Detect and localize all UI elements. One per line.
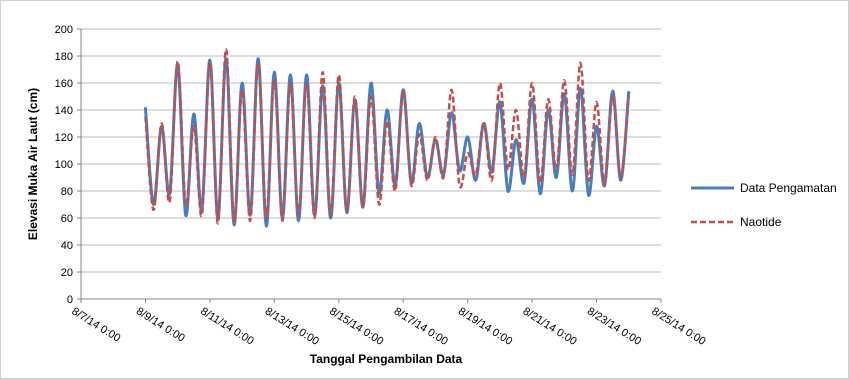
series-lines [143,48,631,228]
x-tick-labels: 8/7/14 0:00 8/9/14 0:00 8/11/14 0:00 8/13/1… [69,305,707,348]
x-tick-label: 8/21/14 0:00 [521,305,579,348]
y-tick-label: 100 [55,159,73,171]
y-tick-label: 200 [55,24,73,36]
y-tick-label: 60 [61,213,73,225]
x-tick-label: 8/7/14 0:00 [69,305,122,344]
y-tick-labels: 0 20 40 60 80 100 120 140 160 180 200 [55,24,73,306]
legend: Data Pengamatan Naotide [691,181,837,229]
series-line-2 [144,48,631,225]
y-tick-label: 160 [55,78,73,90]
legend-label-1: Data Pengamatan [740,181,837,195]
y-tick-label: 120 [55,132,73,144]
x-axis-title: Tanggal Pengambilan Data [310,352,463,366]
y-axis-title: Elevasi Muka Air Laut (cm) [26,88,40,240]
x-tick-label: 8/23/14 0:00 [585,305,643,348]
series-line-1 [143,57,631,228]
x-tick-label: 8/25/14 0:00 [649,305,707,348]
x-tick-label: 8/15/14 0:00 [327,305,385,348]
y-tick-label: 0 [67,294,73,306]
y-tick-label: 20 [61,267,73,279]
legend-label-2: Naotide [740,215,782,229]
x-tick-label: 8/9/14 0:00 [134,305,187,344]
x-tick-label: 8/13/14 0:00 [263,305,321,348]
x-tick-label: 8/11/14 0:00 [198,305,256,347]
y-tick-label: 140 [55,105,73,117]
x-tick-label: 8/17/14 0:00 [392,305,450,348]
y-tick-label: 180 [55,51,73,63]
y-tick-label: 80 [61,186,73,198]
x-tick-label: 8/19/14 0:00 [456,305,514,348]
y-tick-label: 40 [61,240,73,252]
